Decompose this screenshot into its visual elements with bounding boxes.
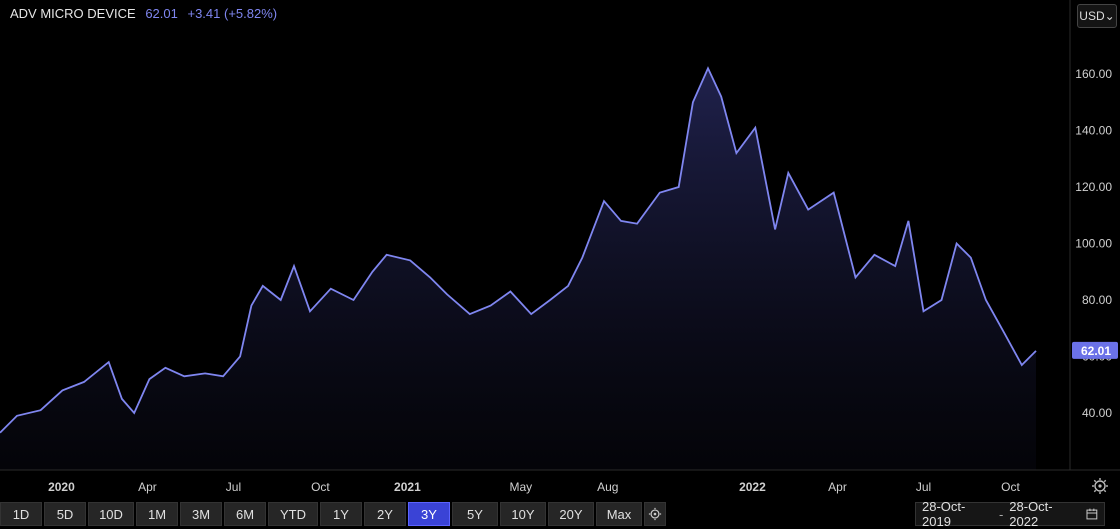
y-tick-label: 120.00 [1075,180,1112,194]
x-tick-label: Apr [828,480,847,494]
range-button-5y[interactable]: 5Y [452,502,498,526]
date-range-separator: - [998,506,1004,522]
range-button-1d[interactable]: 1D [0,502,42,526]
range-button-3m[interactable]: 3M [180,502,222,526]
x-tick-label: Oct [311,480,330,494]
currency-selector[interactable]: USD⌄ [1077,4,1117,28]
x-tick-label: Apr [138,480,157,494]
date-range-picker[interactable]: 28-Oct-2019 - 28-Oct-2022 [915,499,1105,529]
price-change: +3.41 (+5.82%) [187,6,278,21]
date-range-end[interactable]: 28-Oct-2022 [1009,499,1053,529]
svg-text:62.01: 62.01 [1081,344,1111,358]
x-tick-label: Oct [1001,480,1020,494]
range-button-6m[interactable]: 6M [224,502,266,526]
price-chart: 40.0060.0080.00100.00120.00140.00160.00 … [0,0,1120,494]
instrument-name: ADV MICRO DEVICE [10,6,136,21]
x-tick-label: Jul [226,480,241,494]
y-tick-label: 160.00 [1075,67,1112,81]
x-tick-label: Jul [916,480,931,494]
range-button-2y[interactable]: 2Y [364,502,406,526]
calendar-icon[interactable] [1086,508,1098,520]
y-tick-label: 100.00 [1075,237,1112,251]
chevron-down-icon: ⌄ [1104,9,1115,23]
range-button-1m[interactable]: 1M [136,502,178,526]
y-tick-label: 140.00 [1075,124,1112,138]
y-tick-label: 40.00 [1082,406,1112,420]
price-area-fill [0,68,1036,471]
range-button-ytd[interactable]: YTD [268,502,318,526]
currency-label: USD [1079,9,1105,23]
date-range-start[interactable]: 28-Oct-2019 [922,499,966,529]
x-tick-label: May [509,480,532,494]
settings-gear-icon[interactable] [644,502,666,526]
range-toolbar: 1D 5D 10D 1M 3M 6M YTD 1Y 2Y 3Y 5Y 10Y 20Y Max [0,502,666,526]
range-button-3y[interactable]: 3Y [408,502,450,526]
last-price-tag: 62.01 [1072,341,1118,359]
x-tick-label: 2021 [394,480,421,494]
price-series-line [0,66,1037,434]
range-button-5d[interactable]: 5D [44,502,86,526]
range-button-1y[interactable]: 1Y [320,502,362,526]
current-price: 62.01 [145,6,178,21]
x-tick-label: 2022 [739,480,766,494]
range-button-max[interactable]: Max [596,502,642,526]
x-tick-label: Aug [597,480,618,494]
chart-header: ADV MICRO DEVICE 62.01 +3.41 (+5.82%) [10,6,277,21]
x-tick-label: 2020 [48,480,75,494]
y-tick-label: 80.00 [1082,293,1112,307]
range-button-10d[interactable]: 10D [88,502,134,526]
range-button-20y[interactable]: 20Y [548,502,594,526]
time-axis-settings-icon[interactable] [1092,478,1108,494]
range-button-10y[interactable]: 10Y [500,502,546,526]
